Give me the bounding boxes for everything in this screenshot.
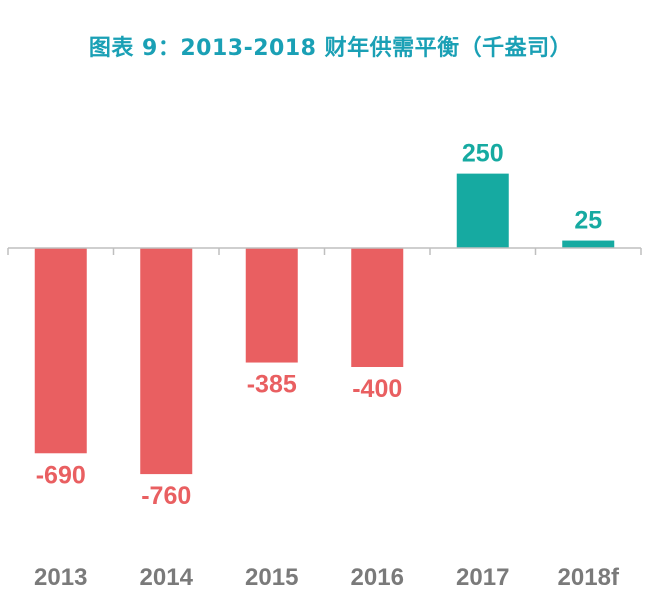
tick-labels-layer: 2013 2014 2015 2016 2017 2018f (34, 564, 620, 591)
x-tick-label-2013: 2013 (34, 564, 87, 591)
bar-2015 (245, 248, 298, 363)
x-tick-label-2014: 2014 (140, 564, 194, 591)
x-tick-label-2016: 2016 (351, 564, 404, 591)
bar-2013 (34, 248, 87, 454)
x-tick-label-2017: 2017 (456, 564, 509, 591)
data-labels-layer: -690 -760 -385 -400 250 25 (36, 140, 603, 510)
bar-2016 (351, 248, 404, 367)
data-label-2016: -400 (352, 375, 402, 403)
bar-2018f (562, 240, 615, 248)
axis-layer (7, 247, 642, 255)
data-label-2014: -760 (141, 482, 191, 510)
chart-title: 图表 9：2013-2018 财年供需平衡（千盎司） (88, 36, 573, 61)
data-label-2015: -385 (247, 371, 297, 399)
bar-2014 (140, 248, 193, 475)
x-tick-label-2018f: 2018f (558, 564, 620, 591)
data-label-2018f: 25 (574, 207, 602, 235)
data-label-2013: -690 (36, 461, 86, 489)
bars-layer (34, 173, 615, 475)
bar-2017 (456, 173, 509, 248)
x-tick-label-2015: 2015 (245, 564, 298, 591)
data-label-2017: 250 (462, 140, 504, 168)
